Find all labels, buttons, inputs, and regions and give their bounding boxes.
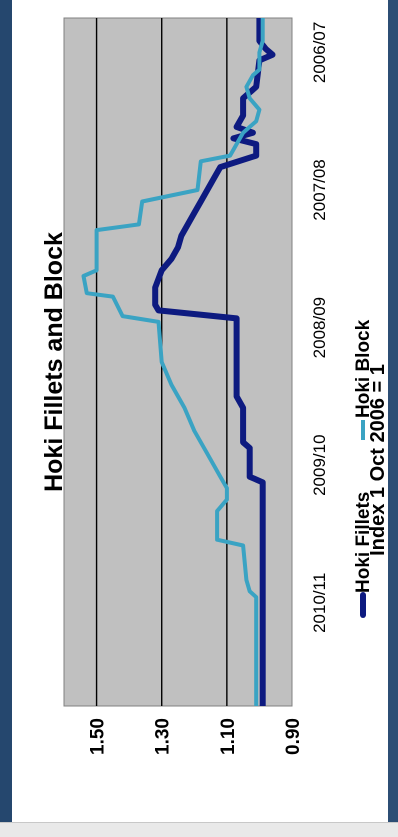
y-tick-labels: 1.50 1.30 1.10 0.90 [88, 718, 304, 755]
window-status-strip [0, 822, 398, 837]
y-axis-label: Index 1 Oct 2006 = 1 [367, 364, 389, 556]
x-tick-label: 2009/10 [310, 434, 329, 495]
legend-label-block: Hoki Block [353, 319, 374, 418]
y-tick-label: 0.90 [283, 718, 304, 755]
chart-title: Hoki Fillets and Block [40, 232, 68, 492]
series-lines [81, 18, 276, 706]
window-frame-right [388, 0, 398, 836]
x-tick-label: 2008/09 [310, 297, 329, 358]
legend-label-fillets: Hoki Fillets [353, 492, 374, 593]
x-tick-label: 2006/07 [310, 22, 329, 83]
y-tick-label: 1.10 [218, 718, 239, 755]
legend: Hoki Fillets Hoki Block [353, 319, 374, 618]
x-tick-label: 2007/08 [310, 159, 329, 220]
y-tick-label: 1.50 [88, 718, 109, 755]
x-tick-label: 2010/11 [310, 573, 329, 633]
y-tick-label: 1.30 [153, 718, 174, 755]
series-line-hoki-block [81, 18, 265, 706]
x-tick-labels: 2006/07 2007/08 2008/09 2009/10 2010/11 [310, 22, 329, 633]
window-frame-left [0, 0, 12, 836]
